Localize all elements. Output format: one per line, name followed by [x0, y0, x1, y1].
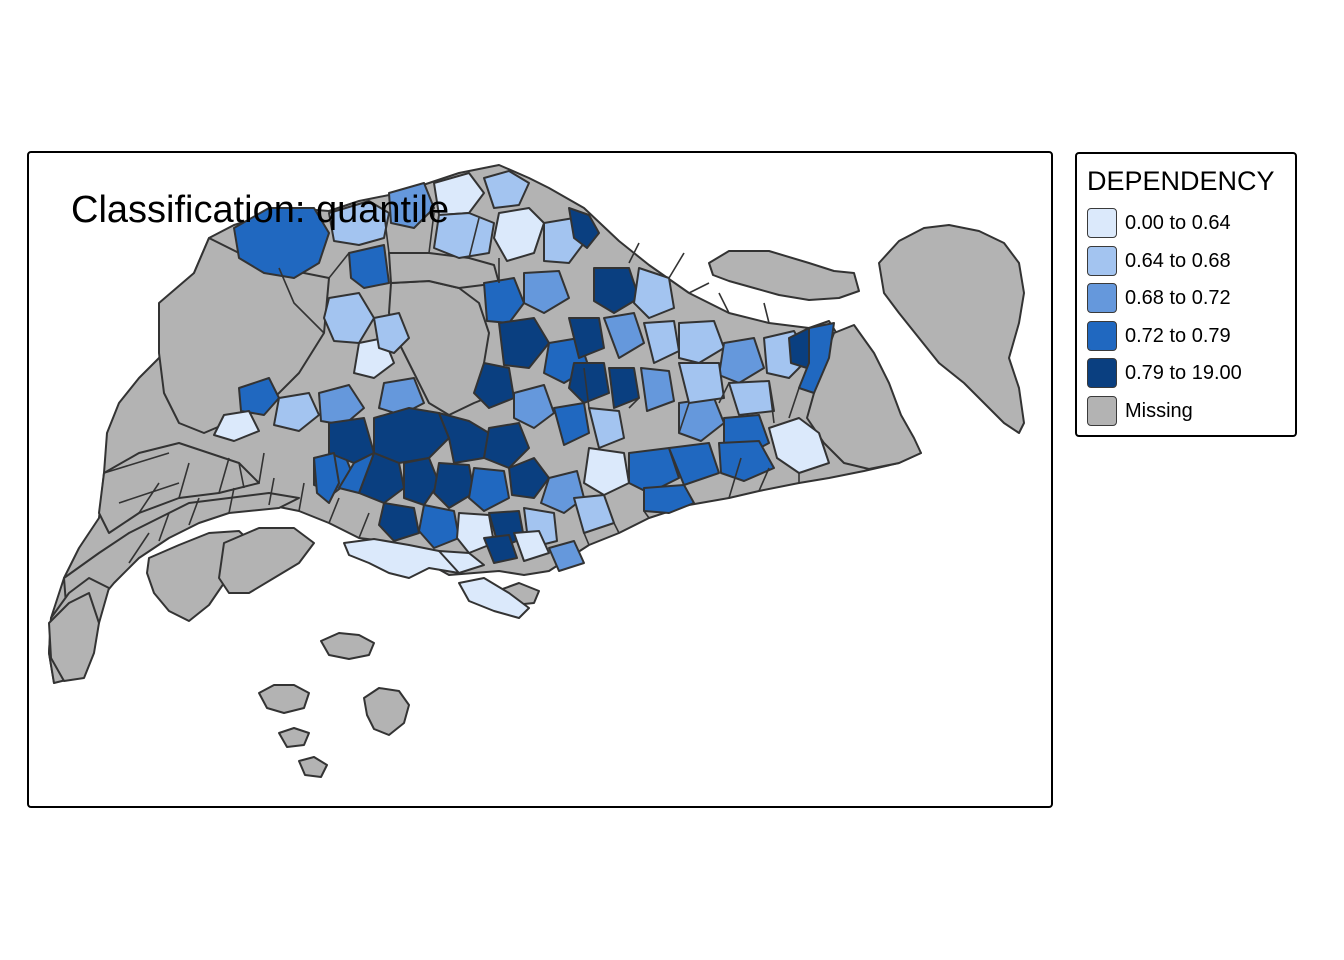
zone-w-1: [238, 377, 280, 416]
zone-e-10: [668, 442, 720, 486]
map-title: Classification: quantile: [71, 189, 450, 231]
legend-item-class-2: 0.64 to 0.68: [1087, 245, 1231, 277]
zone-nc-16: [640, 367, 675, 412]
zone-s-5: [548, 540, 585, 572]
zone-w-8: [373, 312, 410, 354]
zone-pulau-tekong: [878, 224, 1025, 434]
zone-nc-10: [588, 407, 625, 449]
zone-n-8: [568, 207, 600, 249]
zone-e-14: [718, 440, 775, 482]
zone-nc-6: [568, 317, 605, 359]
zone-n-4: [483, 170, 530, 209]
legend-label: Missing: [1125, 399, 1193, 422]
zone-n-5: [348, 244, 390, 289]
legend-swatch: [1087, 208, 1117, 238]
zone-nc-11: [593, 267, 640, 314]
zone-nc-2: [498, 317, 550, 369]
zone-e-16: [728, 380, 775, 416]
zone-c-16: [338, 452, 375, 494]
zone-e-12: [583, 447, 630, 496]
legend: DEPENDENCY 0.00 to 0.64 0.64 to 0.68 0.6…: [1075, 152, 1297, 437]
zone-n-3: [433, 172, 485, 216]
legend-swatch: [1087, 396, 1117, 426]
zone-woodlands: [233, 207, 330, 279]
zone-island-c: [320, 632, 375, 660]
legend-item-class-1: 0.00 to 0.64: [1087, 207, 1231, 239]
zone-c-5: [403, 457, 440, 506]
zone-nc-3: [473, 362, 515, 409]
zone-island-b: [363, 687, 410, 736]
zone-nc-13: [603, 312, 645, 359]
zone-n-2: [388, 182, 435, 229]
legend-item-class-3: 0.68 to 0.72: [1087, 282, 1231, 314]
zone-west-1: [98, 442, 260, 534]
zone-island-d: [278, 727, 310, 748]
legend-label: 0.72 to 0.79: [1125, 324, 1231, 347]
legend-swatch: [1087, 358, 1117, 388]
zone-c-7: [468, 467, 510, 512]
legend-label: 0.68 to 0.72: [1125, 286, 1231, 309]
zone-c-9: [540, 470, 585, 514]
zone-w-4: [318, 384, 365, 426]
legend-swatch: [1087, 246, 1117, 276]
zone-c-12: [456, 512, 495, 554]
zone-n-6: [493, 207, 545, 262]
zone-changi: [806, 324, 922, 470]
zone-c-6: [433, 462, 475, 509]
zone-s-2: [438, 550, 485, 574]
subzone-boundaries: [103, 212, 800, 564]
zone-s-3: [483, 534, 518, 564]
zone-e-15: [678, 362, 725, 404]
zone-s-4: [513, 530, 550, 562]
legend-item-class-5: 0.79 to 19.00: [1087, 357, 1242, 389]
zone-nc-7: [568, 362, 610, 404]
zone-c-11: [418, 504, 460, 549]
zone-c-3: [483, 422, 530, 469]
legend-label: 0.00 to 0.64: [1125, 211, 1231, 234]
zone-e-1: [678, 320, 725, 364]
zone-nc-12: [633, 267, 675, 319]
zone-n-1: [328, 200, 390, 246]
map-panel: Classification: quantile: [27, 151, 1053, 808]
zone-n-9: [433, 212, 495, 259]
zone-sentosa: [458, 577, 530, 619]
zone-e-6: [768, 417, 830, 474]
legend-label: 0.79 to 19.00: [1125, 361, 1242, 384]
legend-label: 0.64 to 0.68: [1125, 249, 1231, 272]
zone-island-a: [258, 684, 310, 714]
zone-island-e: [298, 756, 328, 778]
zone-nc-8: [513, 384, 555, 429]
legend-title: DEPENDENCY: [1087, 166, 1275, 196]
zone-c-10: [378, 502, 420, 542]
zone-w-2: [273, 392, 320, 432]
zone-nc-1: [483, 277, 525, 324]
zone-nc-4: [523, 270, 570, 314]
legend-swatch: [1087, 321, 1117, 351]
zone-pier-light: [343, 538, 470, 579]
zone-e-11: [643, 484, 695, 514]
zone-tuas-south: [48, 592, 100, 682]
zone-jurong-island-2: [218, 527, 315, 594]
choropleth-map: [48, 164, 1025, 778]
legend-item-missing: Missing: [1087, 395, 1193, 427]
zone-e-5: [798, 322, 835, 394]
zone-s-1: [313, 452, 340, 504]
legend-item-class-4: 0.72 to 0.79: [1087, 320, 1231, 352]
legend-swatch: [1087, 283, 1117, 313]
zone-nc-9: [553, 402, 590, 446]
zone-pulau-ubin: [708, 250, 860, 301]
zone-c-8: [508, 457, 550, 499]
zone-w-3: [213, 410, 260, 442]
